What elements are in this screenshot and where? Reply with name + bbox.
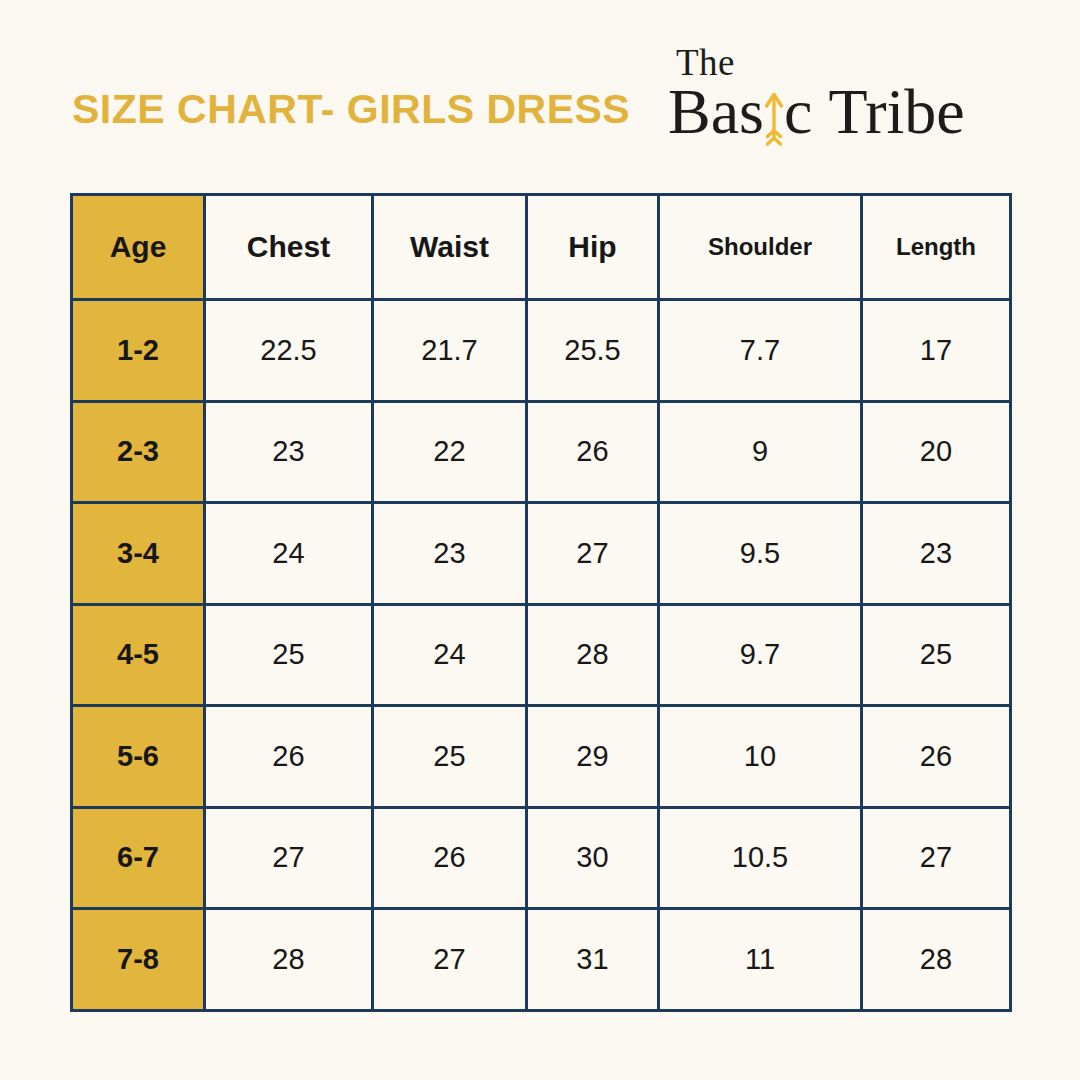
measurement-cell: 9.7 (659, 604, 862, 706)
age-cell: 2-3 (72, 401, 205, 503)
brand-logo: The Bas c Tribe (668, 44, 965, 142)
measurement-cell: 29 (527, 706, 659, 808)
measurement-cell: 23 (862, 503, 1011, 605)
column-header-chest: Chest (205, 195, 373, 300)
column-header-age: Age (72, 195, 205, 300)
measurement-cell: 28 (527, 604, 659, 706)
logo-word-tribe: Tribe (828, 83, 964, 142)
table-body: 1-222.521.725.57.7172-32322269203-424232… (72, 300, 1011, 1011)
table-row: 5-62625291026 (72, 706, 1011, 808)
page-title: SIZE CHART- GIRLS DRESS (72, 86, 630, 133)
column-header-waist: Waist (373, 195, 527, 300)
measurement-cell: 24 (373, 604, 527, 706)
measurement-cell: 25 (373, 706, 527, 808)
measurement-cell: 17 (862, 300, 1011, 402)
age-cell: 3-4 (72, 503, 205, 605)
measurement-cell: 26 (527, 401, 659, 503)
table-row: 2-3232226920 (72, 401, 1011, 503)
table-row: 7-82827311128 (72, 909, 1011, 1011)
measurement-cell: 27 (373, 909, 527, 1011)
logo-word-basic-pre: Bas (668, 83, 764, 142)
measurement-cell: 31 (527, 909, 659, 1011)
size-chart-graphic: SIZE CHART- GIRLS DRESS The Bas c Tribe (0, 0, 1080, 1080)
size-chart-table: Age Chest Waist Hip Shoulder Length 1-22… (70, 193, 1012, 1012)
measurement-cell: 10 (659, 706, 862, 808)
measurement-cell: 27 (862, 807, 1011, 909)
column-header-hip: Hip (527, 195, 659, 300)
measurement-cell: 26 (862, 706, 1011, 808)
measurement-cell: 23 (205, 401, 373, 503)
age-cell: 7-8 (72, 909, 205, 1011)
table-row: 3-42423279.523 (72, 503, 1011, 605)
measurement-cell: 22 (373, 401, 527, 503)
table-row: 4-52524289.725 (72, 604, 1011, 706)
measurement-cell: 20 (862, 401, 1011, 503)
measurement-cell: 28 (862, 909, 1011, 1011)
measurement-cell: 27 (205, 807, 373, 909)
measurement-cell: 24 (205, 503, 373, 605)
measurement-cell: 9 (659, 401, 862, 503)
column-header-shoulder: Shoulder (659, 195, 862, 300)
measurement-cell: 25.5 (527, 300, 659, 402)
age-cell: 1-2 (72, 300, 205, 402)
logo-wordmark: Bas c Tribe (668, 83, 965, 142)
measurement-cell: 10.5 (659, 807, 862, 909)
up-arrow-icon (763, 91, 785, 149)
measurement-cell: 11 (659, 909, 862, 1011)
measurement-cell: 9.5 (659, 503, 862, 605)
logo-word-basic-post: c (784, 83, 828, 142)
measurement-cell: 25 (862, 604, 1011, 706)
table-row: 1-222.521.725.57.717 (72, 300, 1011, 402)
measurement-cell: 23 (373, 503, 527, 605)
measurement-cell: 22.5 (205, 300, 373, 402)
measurement-cell: 21.7 (373, 300, 527, 402)
age-cell: 6-7 (72, 807, 205, 909)
measurement-cell: 25 (205, 604, 373, 706)
header-row: Age Chest Waist Hip Shoulder Length (72, 195, 1011, 300)
measurement-cell: 26 (205, 706, 373, 808)
measurement-cell: 30 (527, 807, 659, 909)
table-row: 6-727263010.527 (72, 807, 1011, 909)
measurement-cell: 7.7 (659, 300, 862, 402)
age-cell: 4-5 (72, 604, 205, 706)
age-cell: 5-6 (72, 706, 205, 808)
measurement-cell: 27 (527, 503, 659, 605)
measurement-cell: 28 (205, 909, 373, 1011)
measurement-cell: 26 (373, 807, 527, 909)
column-header-length: Length (862, 195, 1011, 300)
